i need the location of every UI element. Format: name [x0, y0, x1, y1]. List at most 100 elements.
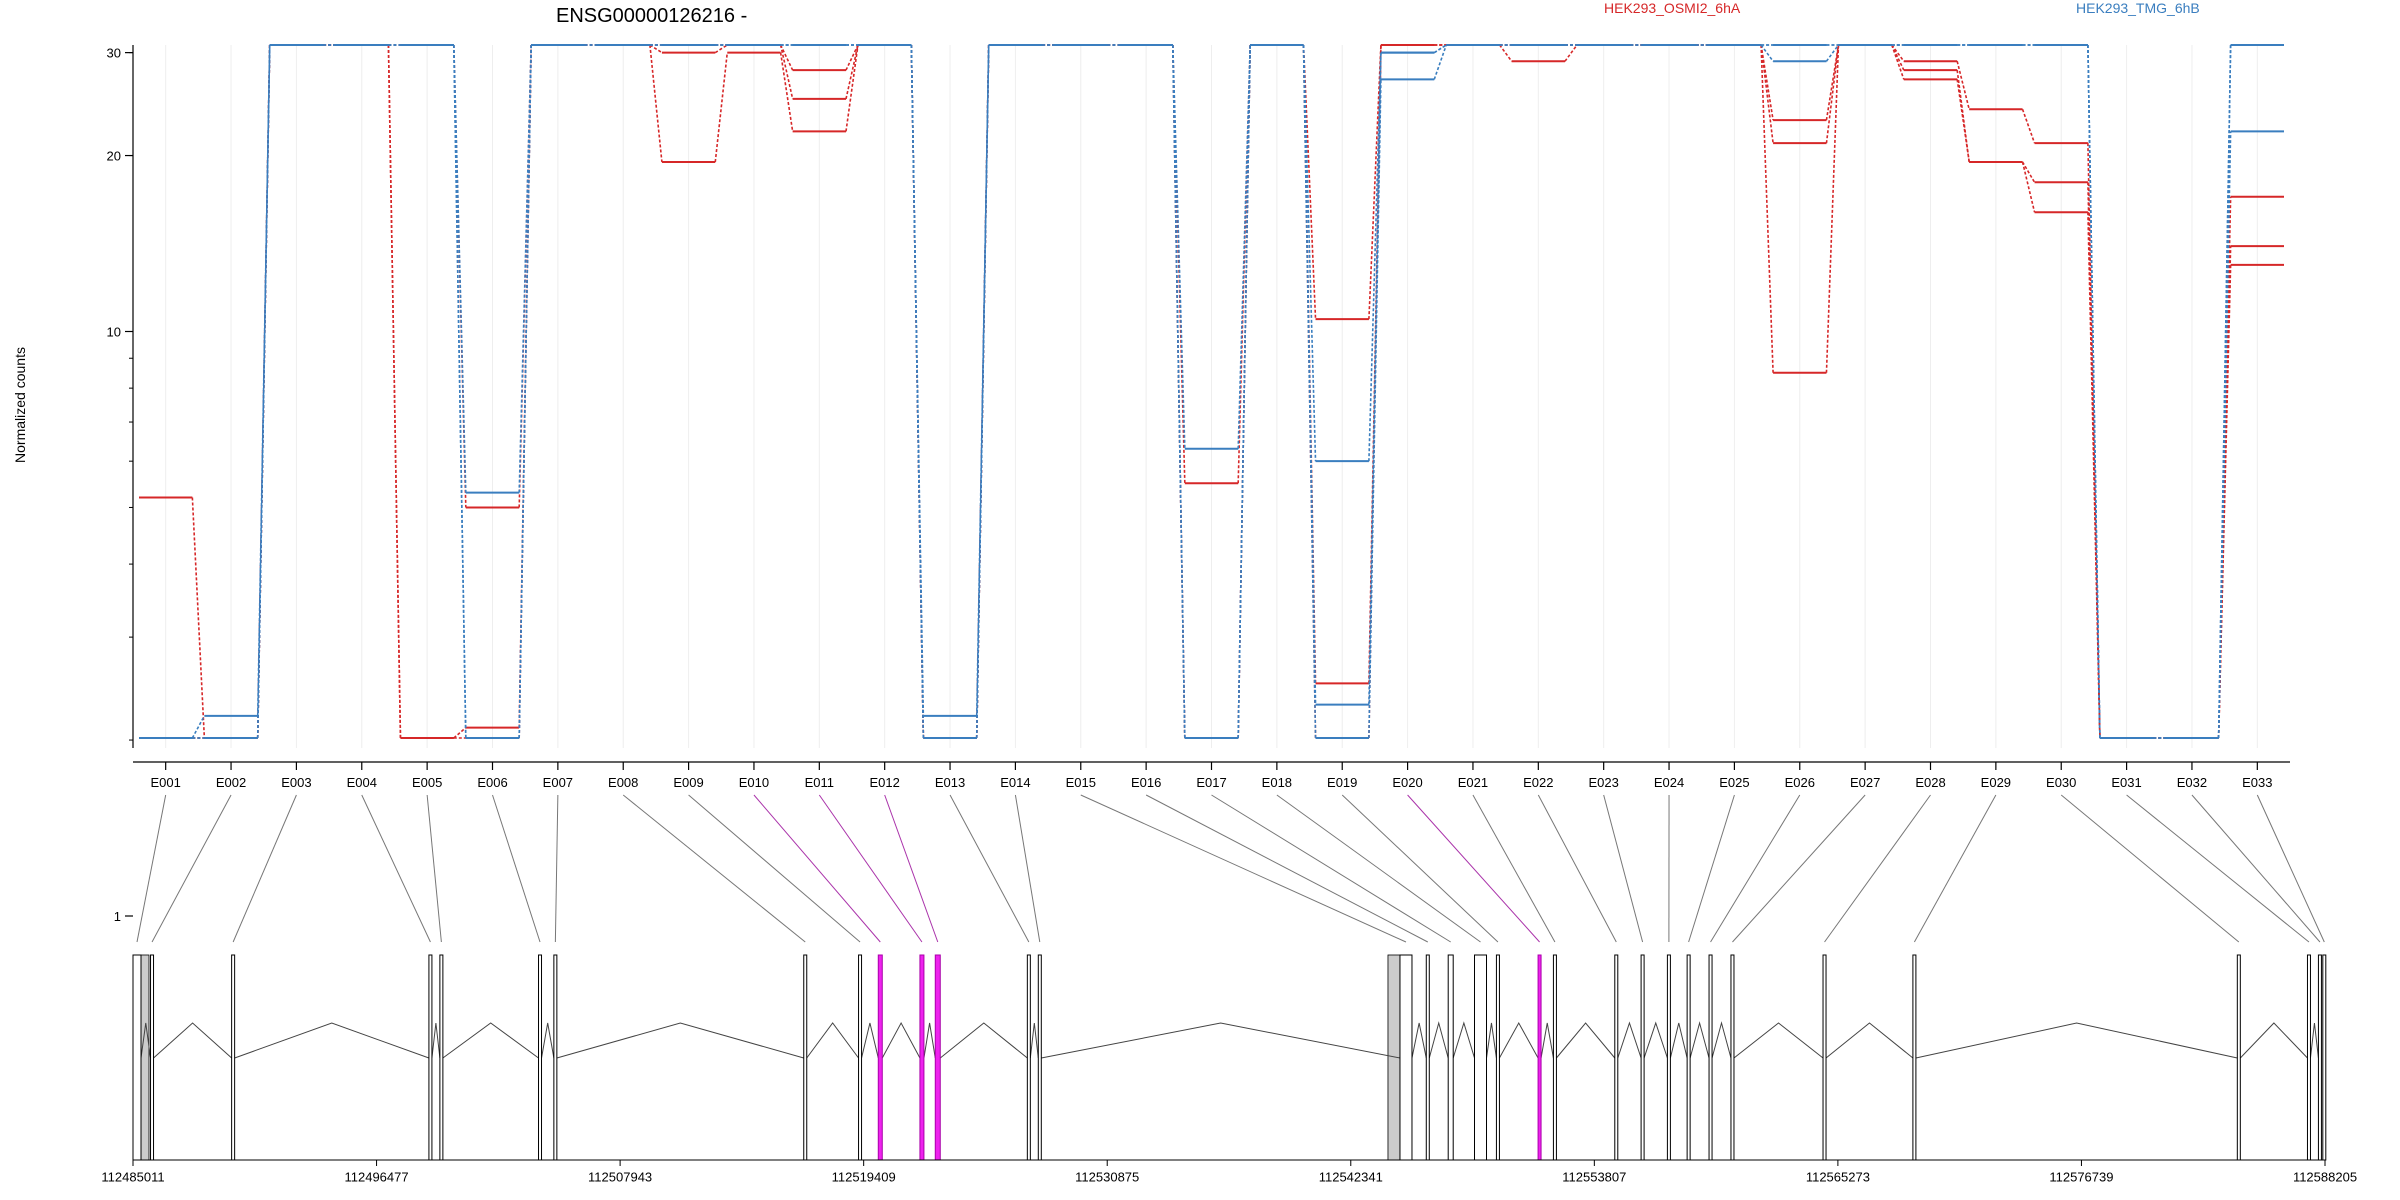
intron: [1669, 1022, 1688, 1059]
exon-label: E028: [1915, 775, 1945, 790]
data-transition: [1368, 52, 1382, 462]
data-transition: [714, 44, 728, 54]
exon-label: E008: [608, 775, 638, 790]
data-transition: [1498, 44, 1513, 62]
data-transition: [1760, 44, 1774, 62]
exon-connector: [1913, 794, 1997, 943]
intron: [1733, 1022, 1824, 1059]
exon-block: [1666, 954, 1671, 1161]
data-transition: [779, 44, 794, 71]
exon-block: [1640, 954, 1645, 1161]
exon-label: E020: [1392, 775, 1422, 790]
exon-label: E001: [150, 775, 180, 790]
y-tick-label: 10: [107, 325, 121, 340]
exon-block: [919, 954, 925, 1161]
intron: [234, 1022, 430, 1059]
data-transition: [649, 44, 663, 163]
exon-label: E006: [477, 775, 507, 790]
exon-label: E016: [1131, 775, 1161, 790]
genome-tick-label: 112485011: [101, 1170, 164, 1185]
exon-connector: [492, 794, 541, 943]
exon-block: [1730, 954, 1735, 1161]
genome-axis: 112485011 112496477 112507943 112519409 1125…: [101, 1159, 2357, 1185]
exon-label: E019: [1327, 775, 1357, 790]
intron: [881, 1021, 921, 1059]
exon-label: E031: [2111, 775, 2141, 790]
data-transition: [1302, 44, 1317, 462]
data-transition: [1302, 44, 1317, 705]
exon-block: [1447, 954, 1454, 1161]
exon-connector: [2060, 794, 2240, 943]
exon-block: [803, 954, 808, 1161]
gene-model: [132, 954, 2327, 1161]
exon-label: E030: [2046, 775, 2076, 790]
exon-connector: [426, 794, 442, 943]
intron: [1617, 1021, 1642, 1059]
exon-block: [553, 954, 558, 1161]
exon-block: [1552, 954, 1557, 1161]
exon-connector: [622, 794, 806, 943]
exon-label: E007: [543, 775, 573, 790]
intron: [431, 1022, 441, 1059]
data-transition: [2087, 143, 2101, 739]
exon-connector: [1688, 794, 1735, 943]
data-transition: [191, 715, 206, 739]
exon-block: [1495, 954, 1500, 1161]
exon-block: [877, 954, 883, 1161]
exon-block: [934, 954, 941, 1161]
data-transition: [2021, 161, 2036, 183]
exon-connector: [2126, 794, 2310, 943]
data-transition: [191, 497, 206, 739]
exon-connector: [1710, 794, 1801, 943]
data-transition: [453, 727, 467, 739]
intron: [1486, 1022, 1497, 1059]
series-layer: [139, 44, 2284, 739]
exon-connector: [1276, 794, 1481, 943]
exon-block: [538, 954, 543, 1161]
intron: [442, 1022, 539, 1059]
data-transition: [845, 44, 859, 100]
exon-connector: [1472, 794, 1556, 943]
exon-block: [1474, 954, 1488, 1161]
exon-block: [1425, 954, 1430, 1161]
exon-block: [150, 954, 155, 1161]
genome-tick-label: 112588205: [2293, 1170, 2357, 1185]
exon-connector: [1211, 794, 1451, 943]
data-transition: [1825, 44, 1840, 62]
exon-connector: [1145, 794, 1429, 943]
genome-tick-label: 112576739: [2049, 1170, 2113, 1185]
data-transition: [1825, 44, 1840, 373]
exon-label: E015: [1066, 775, 1096, 790]
data-transition: [2217, 44, 2232, 739]
exon-block: [2322, 954, 2327, 1161]
data-transition: [649, 44, 663, 54]
exon-block: [439, 954, 444, 1161]
exon-block: [1537, 954, 1542, 1161]
exon-connector: [1537, 794, 1617, 943]
intron: [1711, 1021, 1732, 1059]
exon-block: [2306, 954, 2311, 1161]
genome-tick-label: 112542341: [1319, 1170, 1383, 1185]
exon-label: E010: [739, 775, 769, 790]
exon-label: E027: [1850, 775, 1880, 790]
data-transition: [1760, 44, 1774, 373]
exon-block: [858, 954, 863, 1161]
y-tick-label: 20: [107, 149, 121, 164]
exon-block: [1399, 954, 1413, 1161]
data-transition: [910, 44, 925, 739]
genome-tick-label: 112507943: [588, 1170, 652, 1185]
exon-connector: [753, 794, 881, 943]
genome-tick-label: 112553807: [1562, 1170, 1626, 1185]
data-transition: [2021, 108, 2036, 144]
data-transition: [1368, 52, 1382, 705]
exon-block: [1686, 954, 1691, 1161]
exon-connectors: [136, 794, 2325, 943]
exon-connector: [1824, 794, 1931, 943]
data-transition: [1172, 44, 1186, 449]
data-transition: [518, 44, 532, 739]
exon-block: [428, 954, 433, 1161]
intron: [806, 1022, 859, 1059]
exon-connector: [361, 794, 431, 943]
exon-connector: [151, 794, 232, 943]
